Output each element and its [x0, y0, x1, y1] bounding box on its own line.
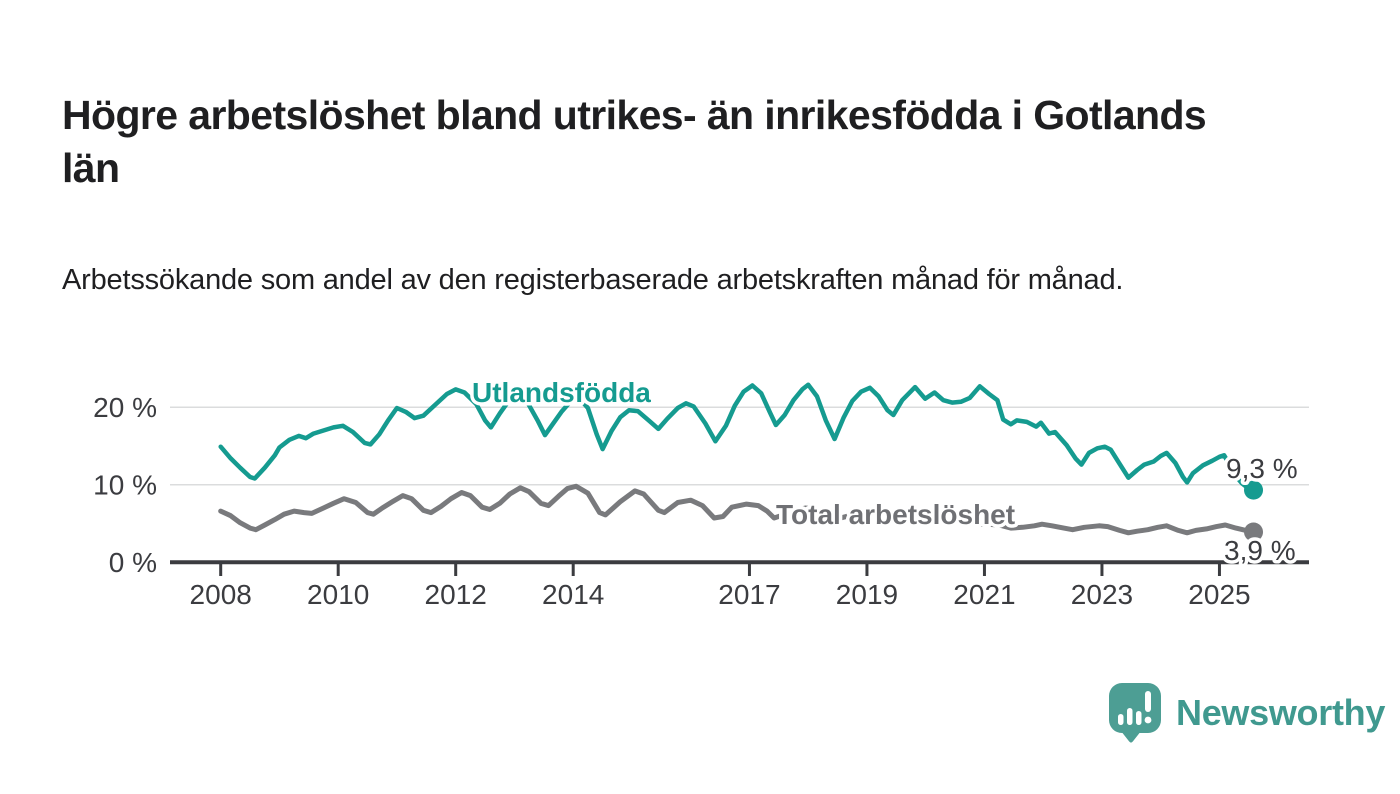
- end-value-label-utlandsfodda: 9,3 %: [1226, 453, 1298, 484]
- speech-bubble-shape: [1109, 683, 1161, 743]
- x-tick-label: 2017: [718, 579, 780, 610]
- x-tick-label: 2025: [1188, 579, 1250, 610]
- x-tick-label: 2023: [1071, 579, 1133, 610]
- bar-3: [1136, 711, 1142, 725]
- bar-1: [1118, 714, 1124, 725]
- y-tick-label: 20 %: [93, 392, 157, 423]
- series-end-dot-utlandsfodda: [1244, 480, 1264, 500]
- x-tick-label: 2021: [953, 579, 1015, 610]
- chart-title: Högre arbetslöshet bland utrikes- än inr…: [62, 92, 1207, 191]
- chart-subtitle: Arbetssökande som andel av den registerb…: [62, 264, 1124, 296]
- y-tick-label: 0 %: [109, 547, 157, 578]
- series-end-dot-total: [1244, 522, 1264, 542]
- newsworthy-logo[interactable]: Newsworthy: [1108, 682, 1385, 744]
- newsworthy-brand-name: Newsworthy: [1176, 692, 1386, 733]
- x-tick-label: 2019: [836, 579, 898, 610]
- exclamation-dot: [1144, 716, 1152, 724]
- series-line-utlandsfodda: [218, 382, 1256, 493]
- x-tick-label: 2008: [190, 579, 252, 610]
- series-label-utlandsfodda: Utlandsfödda: [472, 377, 651, 408]
- end-value-label-total: 3,9 %: [1224, 535, 1296, 566]
- series-line-total: [218, 483, 1256, 536]
- series-label-total: Total arbetslöshet: [776, 499, 1015, 530]
- line-chart-svg: 0 % 10 % 20 % 2008 2010 2012 2014 2017 2019 2021 2…: [93, 374, 1309, 610]
- newsworthy-bubble-chart-icon: [1108, 682, 1162, 744]
- x-tick-label: 2012: [425, 579, 487, 610]
- line-chart: 0 % 10 % 20 % 2008 2010 2012 2014 2017 2019 2021 2…: [0, 350, 1400, 620]
- y-tick-label: 10 %: [93, 470, 157, 501]
- x-tick-label: 2010: [307, 579, 369, 610]
- exclamation-bar: [1145, 691, 1151, 712]
- bar-2: [1127, 708, 1133, 725]
- x-tick-label: 2014: [542, 579, 604, 610]
